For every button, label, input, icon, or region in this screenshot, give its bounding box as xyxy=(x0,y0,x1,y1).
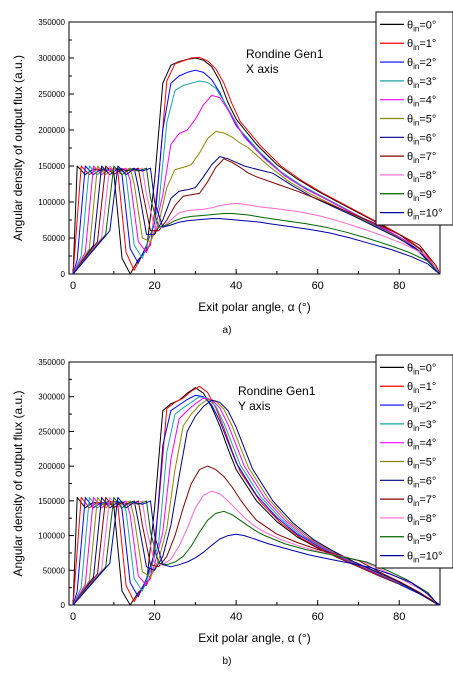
chart-annotation: Rondine Gen1 xyxy=(246,47,324,61)
x-tick-label: 0 xyxy=(70,611,76,623)
legend-label: θin=2° xyxy=(407,57,436,71)
y-tick-label: 100000 xyxy=(38,198,65,207)
legend-label: θin=5° xyxy=(407,114,436,128)
legend-label: θin=0° xyxy=(407,362,436,376)
chart-annotation: X axis xyxy=(246,62,279,76)
legend-label: θin=4° xyxy=(407,95,436,109)
x-axis-label: Exit polar angle, α (°) xyxy=(198,300,310,314)
y-tick-label: 50000 xyxy=(43,566,66,575)
y-tick-label: 50000 xyxy=(43,234,66,243)
y-tick-label: 100000 xyxy=(38,532,65,541)
legend-label: θin=0° xyxy=(407,19,436,33)
y-tick-label: 350000 xyxy=(38,18,65,27)
y-tick-label: 0 xyxy=(61,601,66,610)
x-tick-label: 80 xyxy=(393,280,405,292)
legend-label: θin=8° xyxy=(407,170,436,184)
x-tick-label: 60 xyxy=(312,280,324,292)
legend-label: θin=6° xyxy=(407,132,436,146)
x-tick-label: 20 xyxy=(148,611,160,623)
y-tick-label: 200000 xyxy=(38,462,65,471)
legend-label: θin=7° xyxy=(407,494,436,508)
series-line-10 xyxy=(72,496,441,606)
legend-label: θin=2° xyxy=(407,400,436,414)
y-tick-label: 300000 xyxy=(38,393,65,402)
x-tick-label: 0 xyxy=(70,280,76,292)
y-tick-label: 0 xyxy=(61,270,66,279)
panel-label: a) xyxy=(223,325,232,336)
y-tick-label: 200000 xyxy=(38,126,65,135)
chart-annotation: Rondine Gen1 xyxy=(238,384,316,398)
legend-label: θin=4° xyxy=(407,438,436,452)
legend-label: θin=1° xyxy=(407,381,436,395)
chart-panel-b: 0 50000 100000 150000 200000 250000 300000 3500… xyxy=(11,354,453,667)
legend-label: θin=5° xyxy=(407,457,436,471)
x-tick-label: 40 xyxy=(230,611,242,623)
legend-label: θin=3° xyxy=(407,419,436,433)
x-tick-label: 60 xyxy=(312,611,324,623)
legend-label: θin=9° xyxy=(407,189,436,203)
chart-panel-a: 0 50000 100000 150000 200000 250000 300000 3500… xyxy=(11,11,453,336)
x-tick-label: 20 xyxy=(148,280,160,292)
legend-label: θin=10° xyxy=(407,208,442,222)
series-line-10 xyxy=(72,165,441,275)
legend-label: θin=10° xyxy=(407,551,442,565)
series-line-1 xyxy=(72,385,441,606)
y-axis-label: Angular density of output flux (a.u.) xyxy=(11,390,25,576)
y-tick-label: 250000 xyxy=(38,90,65,99)
y-axis-label: Angular density of output flux (a.u.) xyxy=(11,55,25,241)
y-tick-label: 300000 xyxy=(38,54,65,63)
legend-label: θin=8° xyxy=(407,513,436,527)
y-tick-label: 250000 xyxy=(38,427,65,436)
y-tick-label: 150000 xyxy=(38,497,65,506)
legend-label: θin=6° xyxy=(407,475,436,489)
y-tick-label: 150000 xyxy=(38,162,65,171)
x-tick-label: 80 xyxy=(393,611,405,623)
chart-annotation: Y axis xyxy=(238,399,270,413)
panel-label: b) xyxy=(223,656,232,667)
x-tick-label: 40 xyxy=(230,280,242,292)
legend-label: θin=9° xyxy=(407,532,436,546)
x-axis-label: Exit polar angle, α (°) xyxy=(198,631,310,645)
y-tick-label: 350000 xyxy=(38,358,65,367)
legend-label: θin=3° xyxy=(407,76,436,90)
legend-label: θin=7° xyxy=(407,151,436,165)
legend-label: θin=1° xyxy=(407,38,436,52)
